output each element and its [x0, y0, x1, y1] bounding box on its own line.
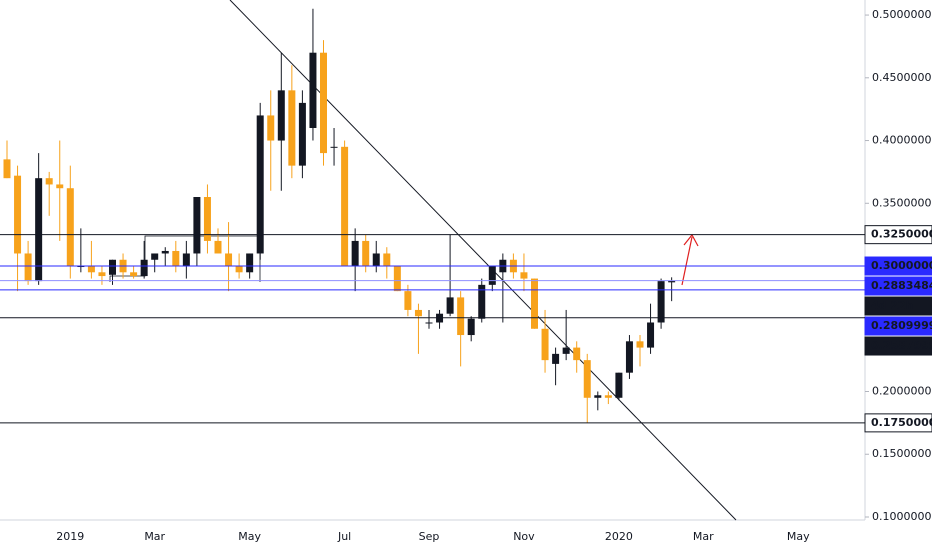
y-tick-label: 0.45000000	[872, 71, 932, 84]
level-label-box	[864, 316, 932, 336]
y-tick-label: 0.20000000	[872, 385, 932, 398]
candle-body	[414, 309, 422, 317]
candle-body	[140, 259, 148, 277]
candle-body	[541, 328, 549, 361]
candle-body	[573, 347, 581, 361]
candle-body	[647, 322, 655, 348]
candle-body	[478, 284, 486, 319]
candle-body	[98, 272, 106, 277]
candle-body	[193, 197, 201, 254]
x-tick-label: Mar	[693, 530, 714, 543]
candle-body	[45, 178, 53, 185]
candle-body	[520, 272, 528, 279]
candle-body	[309, 52, 317, 128]
candle-body	[14, 175, 22, 254]
candle-body	[288, 90, 296, 166]
countdown: 4d 22h	[871, 299, 914, 312]
candle-body	[87, 266, 95, 273]
candle-body	[66, 188, 74, 267]
candle-body	[668, 280, 676, 283]
candle-body	[130, 272, 138, 277]
trend-line	[229, 0, 737, 521]
level-label: 0.28099999	[871, 319, 932, 332]
x-tick-label: Nov	[513, 530, 535, 543]
candle-body	[531, 278, 538, 329]
level-label: 0.25879999	[871, 339, 932, 352]
level-label-box	[864, 413, 932, 433]
x-tick-label: May	[787, 530, 810, 543]
candle-body	[425, 322, 433, 324]
level-label-box	[864, 336, 932, 356]
candle-body	[562, 347, 570, 354]
candle-body	[583, 360, 591, 398]
candle-body	[362, 240, 370, 267]
candle-body	[35, 178, 43, 282]
x-tick-label: May	[238, 530, 261, 543]
candle-body	[277, 90, 285, 141]
x-tick-label: 2019	[56, 530, 84, 543]
candle-body	[151, 253, 159, 260]
candle-body	[235, 266, 243, 273]
level-label-box	[864, 256, 932, 276]
candle-body	[372, 253, 380, 267]
candle-body	[298, 102, 306, 166]
y-tick-label: 0.10000000	[872, 510, 932, 523]
candle-body	[214, 240, 222, 254]
candle-body	[320, 52, 327, 154]
candle-body	[657, 281, 665, 323]
y-tick-label: 0.35000000	[872, 196, 932, 209]
candle-body	[203, 197, 211, 241]
x-tick-label: 2020	[605, 530, 633, 543]
candle-body	[256, 115, 264, 254]
level-label: 0.17500000	[871, 416, 932, 429]
candle-body	[56, 184, 64, 189]
candle-body	[446, 297, 454, 314]
countdown-box	[864, 296, 932, 316]
level-label: 0.32500000	[871, 228, 932, 241]
x-tick-label: Jul	[337, 530, 351, 543]
candle-body	[24, 253, 32, 282]
candle-body	[594, 395, 602, 398]
x-tick-label: Sep	[419, 530, 440, 543]
candle-body	[625, 341, 633, 373]
candle-body	[330, 146, 338, 148]
candle-body	[615, 372, 623, 398]
level-label: 0.28834843	[871, 279, 932, 292]
candle-body	[636, 341, 644, 348]
candle-body	[393, 266, 401, 292]
candle-body	[3, 159, 11, 179]
candle-body	[404, 291, 412, 310]
candle-body	[604, 395, 612, 398]
candle-body	[182, 253, 190, 267]
candle-body	[488, 266, 496, 285]
candle-body	[341, 146, 349, 267]
x-tick-label: Mar	[144, 530, 165, 543]
candle-body	[467, 318, 475, 336]
candle-body	[457, 297, 465, 336]
arrow-shaft	[681, 236, 693, 286]
candle-body	[161, 250, 169, 254]
level-label: 0.30000000	[871, 259, 932, 272]
candle-body	[246, 253, 254, 273]
candle-body	[109, 259, 116, 275]
y-tick-label: 0.50000000	[872, 8, 932, 21]
candle-body	[225, 253, 233, 267]
y-tick-label: 0.15000000	[872, 447, 932, 460]
candle-body	[172, 250, 180, 267]
candle-body	[383, 253, 391, 267]
level-label-box	[864, 276, 932, 296]
y-tick-label: 0.40000000	[872, 134, 932, 147]
candle-body	[552, 353, 560, 364]
candle-body	[351, 240, 359, 267]
level-label-box	[864, 225, 932, 245]
candle-body	[267, 115, 275, 141]
